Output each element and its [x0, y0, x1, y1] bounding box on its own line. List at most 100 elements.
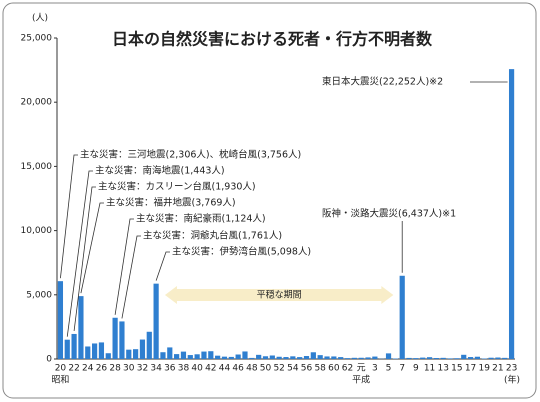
x-tick-label: 22	[68, 364, 79, 374]
annotation: 主な災害：福井地震(3,769人)	[106, 197, 236, 209]
bar	[338, 357, 344, 359]
x-tick-label: 30	[123, 364, 135, 374]
bar	[447, 358, 453, 359]
bar	[160, 352, 166, 359]
leader-line	[114, 218, 134, 315]
bar	[276, 356, 282, 359]
annotation: 主な災害：伊勢湾台風(5,098人)	[172, 246, 311, 258]
bar	[508, 69, 515, 360]
annotation: 東日本大震災(22,252人)※2	[322, 76, 443, 88]
x-tick-label: 17	[465, 364, 476, 374]
x-tick-label: 40	[191, 364, 203, 374]
bar	[256, 354, 262, 359]
bar	[119, 321, 125, 359]
bar	[310, 352, 316, 359]
annotation: 主な災害：南紀豪雨(1,124人)	[136, 213, 266, 225]
bar	[180, 351, 187, 359]
x-tick-label: 50	[260, 364, 272, 374]
bar	[221, 356, 228, 359]
x-tick-label: 42	[205, 364, 216, 374]
x-unit: (年)	[504, 374, 520, 386]
bar	[133, 349, 139, 359]
bar	[208, 351, 214, 359]
bar	[488, 357, 494, 359]
annotation: 阪神・淡路大震災(6,437人)※1	[322, 208, 456, 220]
bar	[174, 354, 180, 359]
bar	[317, 355, 323, 359]
x-tick-label: 13	[437, 364, 448, 374]
bar	[112, 317, 118, 359]
bar	[57, 281, 64, 359]
era-label: 平成	[352, 374, 370, 386]
bar	[358, 357, 364, 359]
x-tick-label: 11	[424, 364, 435, 374]
bar	[399, 275, 405, 359]
x-tick-label: 26	[96, 364, 108, 374]
annotation: 主な災害：三河地震(2,306人)、枕崎台風(3,756人)	[80, 149, 301, 161]
x-tick-label: 62	[342, 364, 353, 374]
bar	[235, 354, 241, 359]
bar	[481, 358, 487, 359]
era-label: 昭和	[51, 375, 69, 386]
bar	[426, 357, 433, 359]
x-tick-label: 38	[178, 364, 190, 374]
bar	[365, 357, 371, 359]
bar	[269, 355, 275, 359]
bar	[126, 349, 132, 359]
bar	[146, 331, 152, 359]
bar	[85, 346, 91, 359]
y-tick-label: 5,000	[26, 290, 52, 300]
x-tick-label: 7	[399, 364, 405, 374]
leader-line	[80, 202, 104, 294]
bar	[372, 356, 378, 359]
bar	[201, 351, 207, 359]
x-tick-label: 32	[137, 364, 148, 374]
x-tick-label: 21	[492, 364, 503, 374]
y-tick-label: 15,000	[21, 162, 53, 172]
x-tick-label: 元	[357, 364, 366, 374]
bar	[215, 355, 221, 359]
bar	[91, 343, 98, 359]
x-tick-label: 36	[164, 364, 176, 374]
bar	[467, 357, 474, 359]
y-tick-label: 25,000	[21, 34, 53, 44]
x-tick-label: 58	[314, 364, 326, 374]
bar	[331, 356, 337, 359]
bar	[297, 357, 303, 359]
x-tick-label: 28	[109, 364, 121, 374]
y-unit: (人)	[32, 13, 48, 24]
annotation: 主な災害：洞爺丸台風(1,761人)	[143, 230, 282, 242]
bar	[351, 357, 357, 359]
bar	[461, 354, 467, 359]
bar	[283, 357, 289, 359]
x-tick-label: 56	[301, 364, 313, 374]
leader-line	[60, 154, 78, 279]
bar	[228, 356, 234, 359]
x-tick-label: 60	[328, 364, 340, 374]
x-tick-label: 19	[479, 364, 491, 374]
annotation: 主な災害：南海地震(1,443人)	[95, 165, 225, 177]
bar	[502, 357, 508, 359]
y-tick-label: 20,000	[21, 98, 53, 108]
calm-label: 平穏な期間	[257, 290, 302, 301]
bar	[420, 357, 426, 359]
leader-line	[155, 251, 170, 281]
bar	[187, 355, 193, 359]
bar	[242, 351, 248, 359]
y-tick-label: 10,000	[21, 226, 53, 236]
annotation: 主な災害：カスリーン台風(1,930人)	[98, 181, 256, 193]
bar	[454, 358, 460, 359]
bar	[303, 356, 310, 359]
bar	[64, 339, 70, 359]
bar	[153, 283, 159, 359]
bar	[344, 358, 351, 359]
x-tick-label: 48	[246, 364, 258, 374]
x-tick-label: 34	[150, 364, 162, 374]
bar	[167, 347, 173, 359]
x-tick-label: 46	[232, 364, 244, 374]
bar	[433, 357, 439, 359]
x-tick-label: 44	[219, 364, 231, 374]
leader-line	[121, 235, 141, 319]
x-tick-label: 52	[273, 364, 284, 374]
